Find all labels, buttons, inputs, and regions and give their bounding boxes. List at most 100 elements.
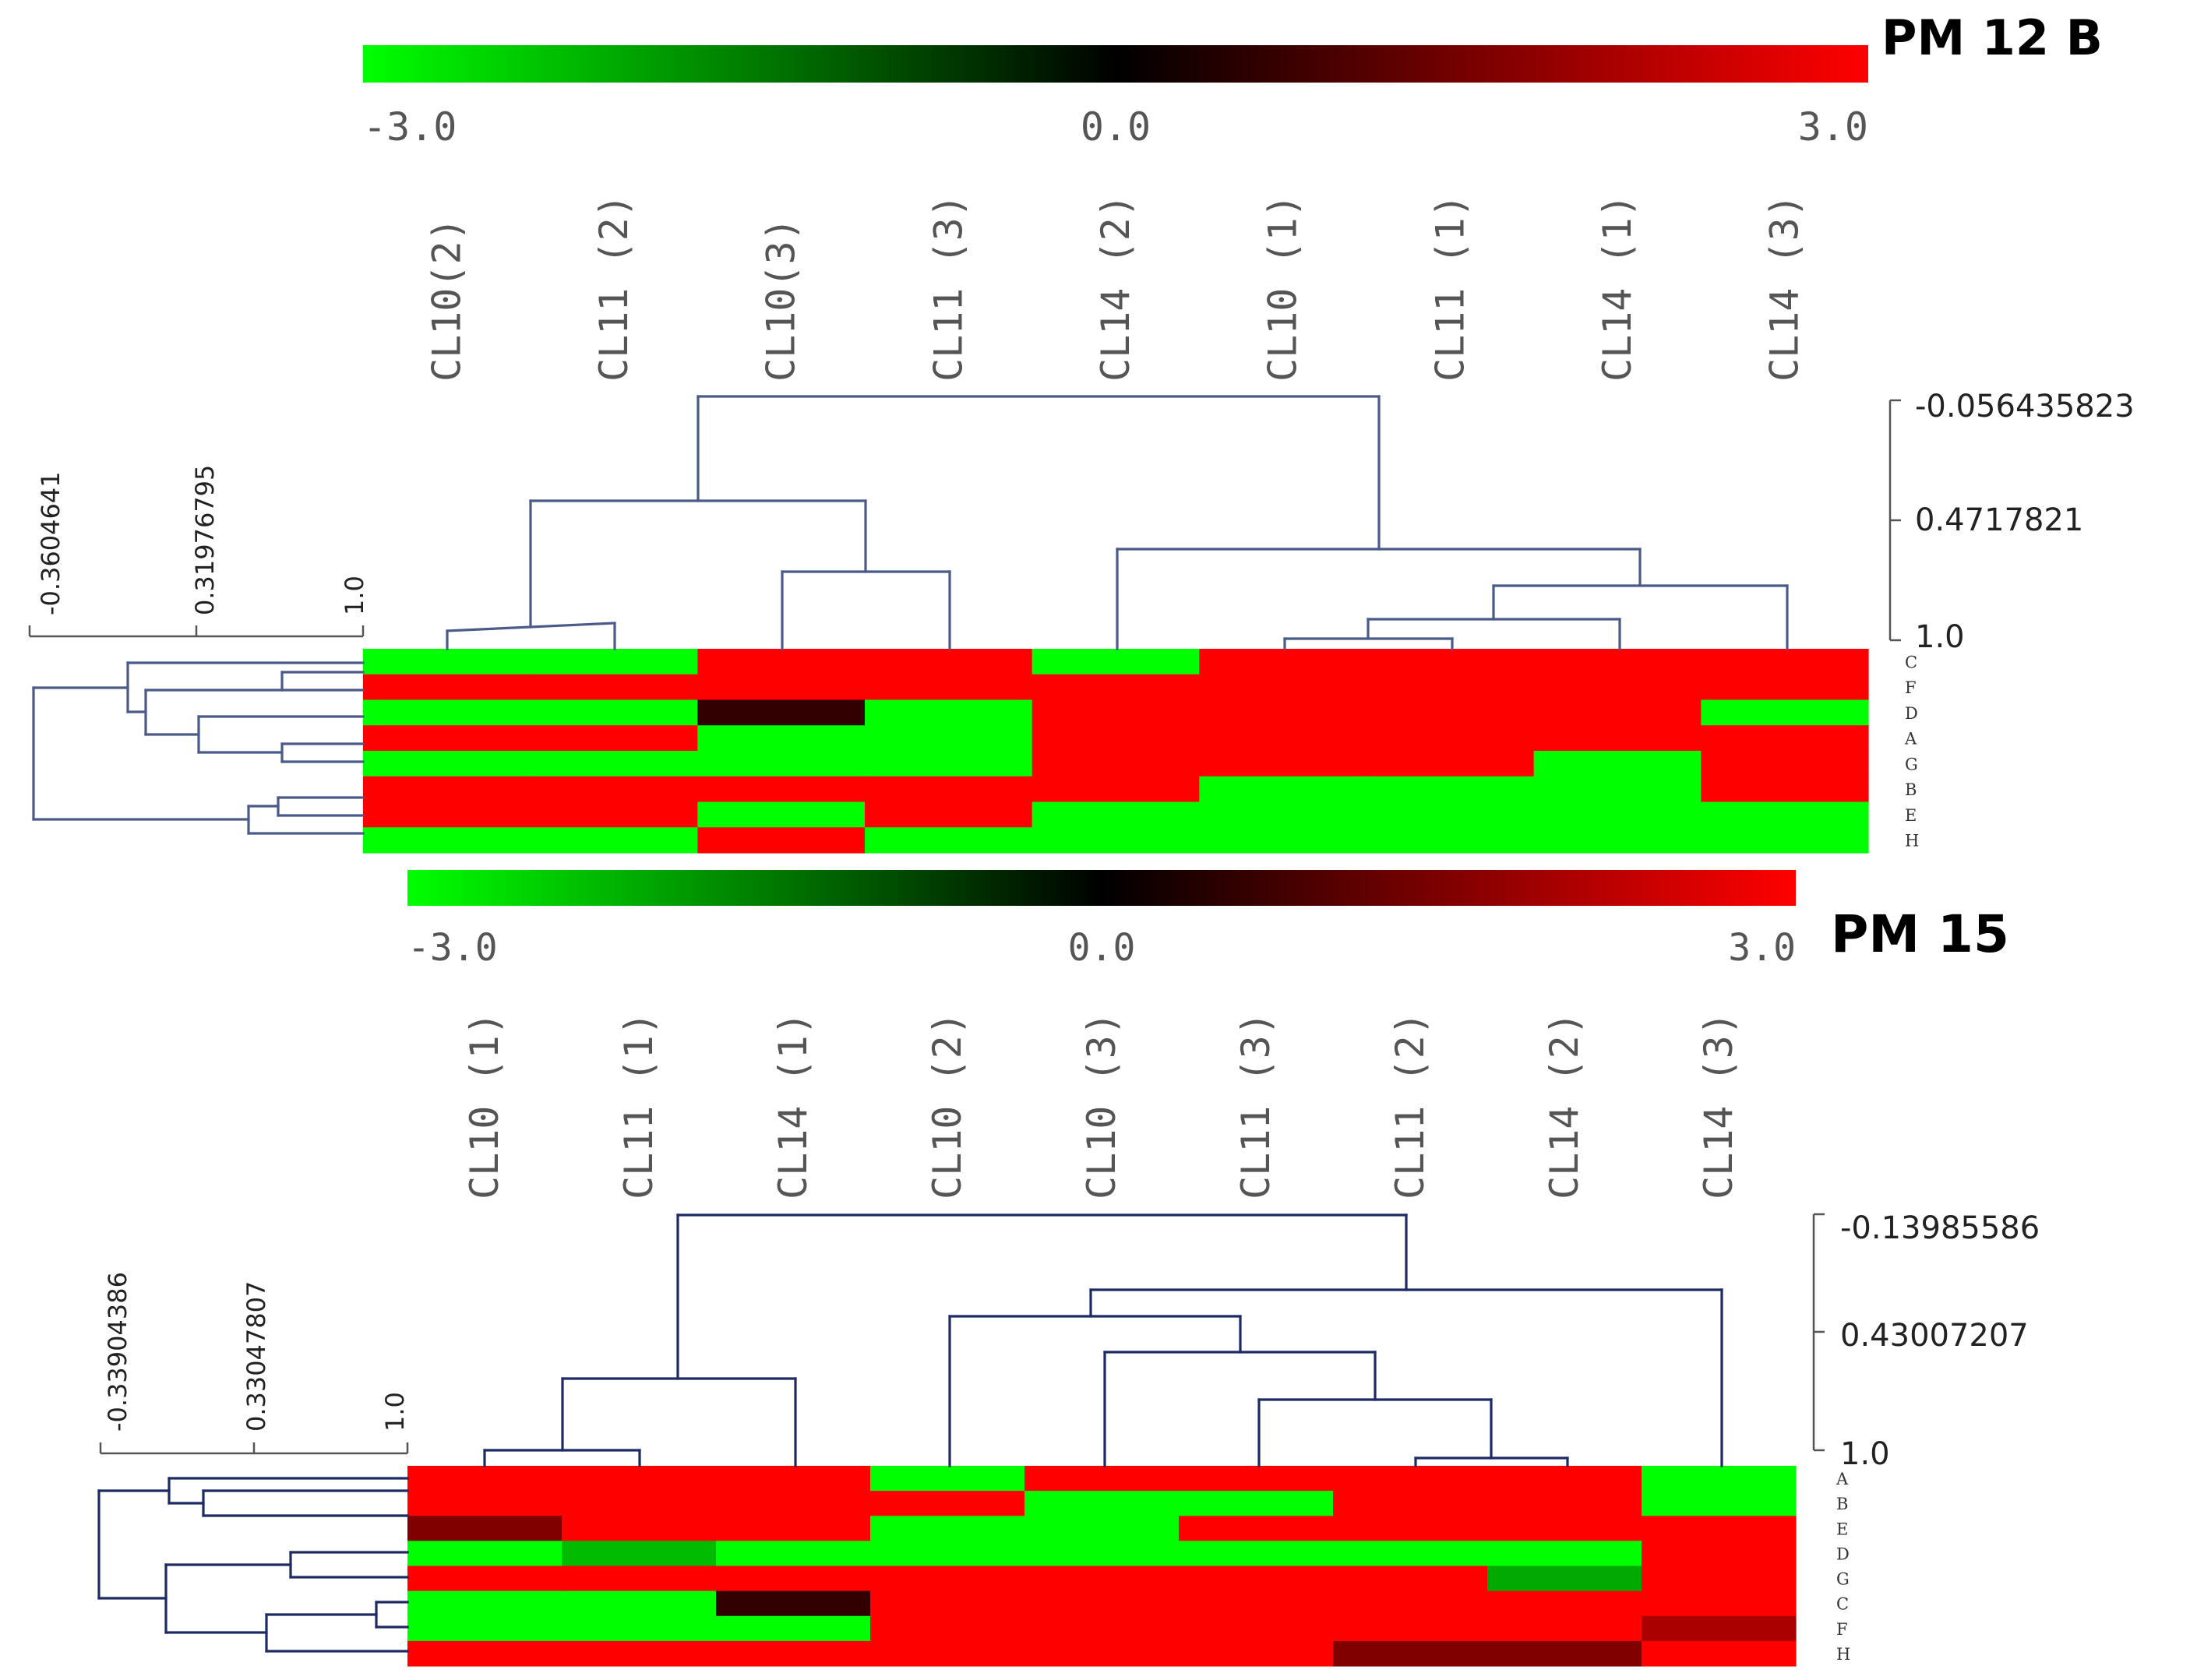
- column-labels-1: CL10(2) CL11 (2) CL10(3) CL11 (3) CL14 (2) CL…: [424, 194, 1807, 382]
- heatmap-cell-f-7: [1367, 674, 1535, 701]
- heatmap-cell-a-1: [407, 1466, 562, 1492]
- heatmap-cell-d-8: [1533, 699, 1702, 726]
- heatmap-cell-h-4: [870, 1640, 1025, 1667]
- row-label: G: [1836, 1570, 1850, 1589]
- heatmap-cell-h-7: [1333, 1640, 1488, 1667]
- column-tree-scale-1: [1888, 399, 1901, 642]
- row-label: D: [1836, 1544, 1850, 1563]
- heatmap-cell-a-8: [1533, 725, 1702, 752]
- row-tree-scale-label-mid-2: 0.33047807: [242, 1281, 271, 1432]
- heatmap-cell-g-3: [697, 751, 866, 777]
- heatmap-cell-h-8: [1487, 1640, 1642, 1667]
- heatmap-cell-f-6: [1199, 674, 1367, 701]
- heatmap-cell-a-3: [716, 1466, 871, 1492]
- colorbar-max-label-2: 3.0: [1728, 926, 1796, 970]
- row-label: F: [1905, 678, 1917, 697]
- heatmap-cell-c-8: [1487, 1590, 1642, 1617]
- column-label: CL14 (3): [1696, 1012, 1741, 1199]
- column-labels-2: CL10 (1) CL11 (1) CL14 (1) CL10 (2) CL10 (3)…: [462, 1012, 1741, 1199]
- heatmap-cell-c-2: [562, 1590, 717, 1617]
- column-tree-scale-2: [1812, 1213, 1825, 1452]
- heatmap-cell-c-9: [1642, 1590, 1797, 1617]
- heatmap-cell-e-8: [1533, 801, 1702, 828]
- row-tree-scale-2: [99, 1442, 409, 1455]
- heatmap-cell-h-9: [1701, 827, 1869, 854]
- heatmap-cell-g-8: [1533, 751, 1702, 777]
- heatmap-cell-a-3: [697, 725, 866, 752]
- column-label: CL10 (1): [1261, 194, 1306, 382]
- column-dendrogram-2: [483, 1213, 1723, 1467]
- column-tree-scale-label-top-2: -0.13985586: [1840, 1210, 2040, 1246]
- colorbar-2: [407, 870, 1796, 906]
- heatmap-cell-b-9: [1701, 776, 1869, 803]
- heatmap-cell-a-2: [530, 725, 698, 752]
- heatmap-cell-e-5: [1032, 801, 1200, 828]
- heatmap-cell-d-3: [716, 1541, 871, 1567]
- heatmap-cell-g-7: [1367, 751, 1535, 777]
- heatmap-cell-f-9: [1642, 1615, 1797, 1642]
- heatmap-cell-h-2: [530, 827, 698, 854]
- heatmap-cell-g-3: [716, 1566, 871, 1592]
- heatmap-cell-f-9: [1701, 674, 1869, 701]
- heatmap-cell-a-9: [1701, 725, 1869, 752]
- heatmap-cell-c-3: [716, 1590, 871, 1617]
- row-label: E: [1836, 1520, 1848, 1538]
- heatmap-cell-a-6: [1199, 725, 1367, 752]
- heatmap-cell-d-7: [1333, 1541, 1488, 1567]
- heatmap-cell-g-2: [530, 751, 698, 777]
- heatmap-cell-f-8: [1533, 674, 1702, 701]
- heatmap-cell-a-7: [1333, 1466, 1488, 1492]
- panel-title-2: PM 15: [1831, 904, 2009, 964]
- heatmap-cell-f-8: [1487, 1615, 1642, 1642]
- heatmap-cell-b-4: [865, 776, 1033, 803]
- heatmap-cell-d-5: [1024, 1541, 1180, 1567]
- heatmap-cell-c-1: [363, 649, 531, 675]
- heatmap-cell-h-1: [407, 1640, 562, 1667]
- heatmap-cell-h-9: [1642, 1640, 1797, 1667]
- column-label: CL10 (3): [1079, 1012, 1124, 1199]
- heatmap-cell-b-8: [1533, 776, 1702, 803]
- heatmap-cell-c-4: [865, 649, 1033, 675]
- heatmap-cell-h-1: [363, 827, 531, 854]
- colorbar-mid-label-1: 0.0: [1081, 104, 1151, 150]
- heatmap-cell-d-1: [363, 699, 531, 726]
- heatmap-cell-d-7: [1367, 699, 1535, 726]
- colorbar-min-label-1: -3.0: [363, 104, 457, 150]
- heatmap-cell-c-5: [1024, 1590, 1180, 1617]
- colorbar-mid-label-2: 0.0: [1068, 926, 1136, 970]
- heatmap-cell-a-4: [865, 725, 1033, 752]
- heatmap-cell-f-3: [697, 674, 866, 701]
- heatmap-cell-d-2: [530, 699, 698, 726]
- heatmap-cell-f-4: [870, 1615, 1025, 1642]
- heatmap-cell-c-6: [1179, 1590, 1334, 1617]
- column-tree-scale-label-top-1: -0.056435823: [1915, 389, 2135, 424]
- heatmap-cell-b-3: [716, 1491, 871, 1516]
- heatmap-cell-c-4: [870, 1590, 1025, 1617]
- column-label: CL11 (3): [926, 194, 971, 382]
- heatmap-2: [407, 1466, 1797, 1667]
- heatmap-cell-h-5: [1032, 827, 1200, 854]
- heatmap-cell-f-1: [407, 1615, 562, 1642]
- column-tree-scale-label-bottom-2: 1.0: [1840, 1436, 1890, 1472]
- row-tree-scale-label-left-1: -0.3604641: [36, 471, 65, 615]
- heatmap-cell-g-7: [1333, 1566, 1488, 1592]
- heatmap-cell-c-7: [1367, 649, 1535, 675]
- heatmap-cell-c-7: [1333, 1590, 1488, 1617]
- row-label: B: [1836, 1495, 1848, 1513]
- column-label: CL11 (1): [1427, 194, 1472, 382]
- row-label: G: [1905, 755, 1918, 773]
- row-dendrogram-1: [32, 661, 365, 835]
- heatmap-cell-f-1: [363, 674, 531, 701]
- row-tree-scale-label-right-2: 1.0: [380, 1392, 410, 1432]
- colorbar-max-label-1: 3.0: [1798, 104, 1868, 150]
- heatmap-cell-d-2: [562, 1541, 717, 1567]
- heatmap-cell-f-6: [1179, 1615, 1334, 1642]
- column-label: CL14 (1): [771, 1012, 816, 1199]
- column-label: CL14 (3): [1762, 194, 1807, 382]
- heatmap-cell-b-5: [1032, 776, 1200, 803]
- heatmap-cell-f-2: [530, 674, 698, 701]
- heatmap-cell-c-5: [1032, 649, 1200, 675]
- column-label: CL14 (2): [1093, 194, 1138, 382]
